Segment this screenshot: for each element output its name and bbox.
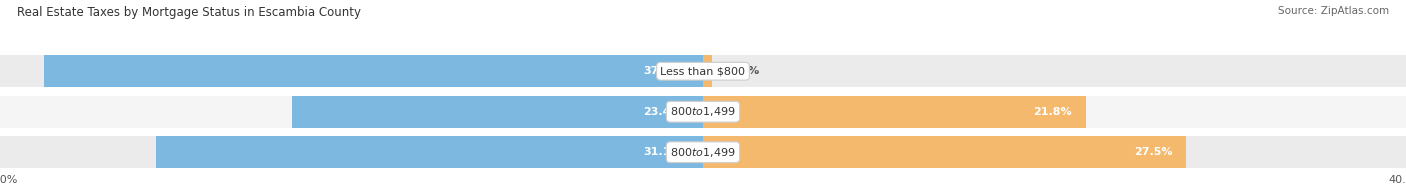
Bar — [703, 96, 1087, 128]
Text: 21.8%: 21.8% — [1033, 107, 1073, 117]
Bar — [156, 136, 703, 168]
Text: 0.53%: 0.53% — [721, 66, 759, 76]
Text: 23.4%: 23.4% — [644, 107, 682, 117]
Bar — [0, 55, 703, 87]
Text: 27.5%: 27.5% — [1133, 147, 1173, 157]
Bar — [292, 96, 703, 128]
Bar — [0, 96, 703, 128]
Bar — [0, 136, 703, 168]
Text: 31.1%: 31.1% — [644, 147, 682, 157]
Text: $800 to $1,499: $800 to $1,499 — [671, 146, 735, 159]
Bar — [703, 55, 1406, 87]
Text: Real Estate Taxes by Mortgage Status in Escambia County: Real Estate Taxes by Mortgage Status in … — [17, 6, 361, 19]
Text: 37.5%: 37.5% — [644, 66, 682, 76]
Bar — [703, 136, 1187, 168]
Text: Less than $800: Less than $800 — [661, 66, 745, 76]
Bar — [703, 136, 1406, 168]
Bar — [44, 55, 703, 87]
Bar — [703, 55, 713, 87]
Text: Source: ZipAtlas.com: Source: ZipAtlas.com — [1278, 6, 1389, 16]
Text: $800 to $1,499: $800 to $1,499 — [671, 105, 735, 118]
Bar — [703, 96, 1406, 128]
